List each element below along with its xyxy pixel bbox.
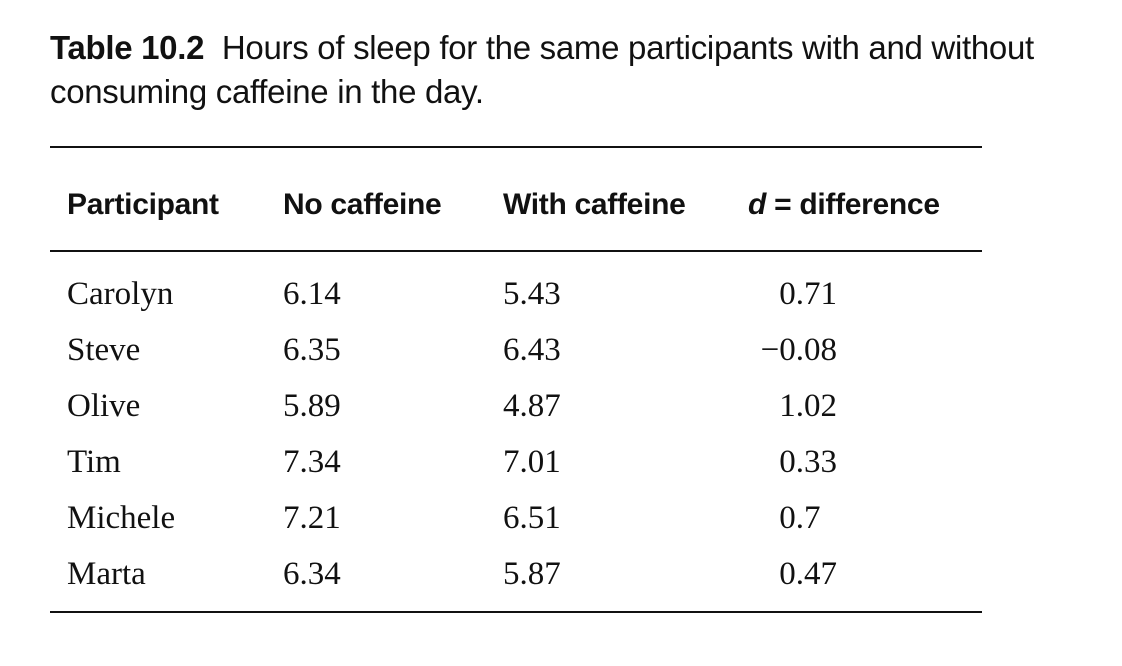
header-with-caffeine: With caffeine — [503, 188, 686, 221]
cell-difference: 0.7 — [779, 500, 837, 536]
cell-no-caffeine: 5.89 — [283, 388, 341, 424]
cell-difference: 0.33 — [779, 444, 837, 480]
table-row: Carolyn 6.14 5.43 0.71 — [0, 270, 1122, 326]
table-label: Table 10.2 — [50, 29, 205, 66]
cell-with-caffeine: 7.01 — [503, 444, 561, 480]
table-row: Olive 5.89 4.87 1.02 — [0, 382, 1122, 438]
header-difference-variable: d — [748, 188, 767, 221]
cell-difference: −0.08 — [760, 332, 837, 368]
cell-participant: Olive — [67, 388, 141, 424]
cell-with-caffeine: 4.87 — [503, 388, 561, 424]
header-difference: d = difference — [748, 183, 940, 227]
table-row: Tim 7.34 7.01 0.33 — [0, 438, 1122, 494]
table-caption: Table 10.2 Hours of sleep for the same p… — [50, 26, 1050, 114]
cell-participant: Michele — [67, 500, 176, 536]
table-row: Marta 6.34 5.87 0.47 — [0, 550, 1122, 606]
header-participant: Participant — [67, 188, 219, 221]
cell-no-caffeine: 6.14 — [283, 276, 341, 312]
table-header-rule — [50, 250, 982, 252]
cell-participant: Tim — [67, 444, 121, 480]
cell-with-caffeine: 5.43 — [503, 276, 561, 312]
table-bottom-rule — [50, 611, 982, 613]
cell-no-caffeine: 6.34 — [283, 556, 341, 592]
cell-with-caffeine: 6.51 — [503, 500, 561, 536]
table-top-rule — [50, 146, 982, 148]
table-caption-text: Hours of sleep for the same participants… — [50, 29, 1034, 110]
table-row: Michele 7.21 6.51 0.7 — [0, 494, 1122, 550]
cell-no-caffeine: 7.34 — [283, 444, 341, 480]
table-body: Carolyn 6.14 5.43 0.71 Steve 6.35 6.43 −… — [0, 270, 1122, 606]
cell-participant: Carolyn — [67, 276, 174, 312]
cell-with-caffeine: 5.87 — [503, 556, 561, 592]
table-row: Steve 6.35 6.43 −0.08 — [0, 326, 1122, 382]
cell-participant: Marta — [67, 556, 146, 592]
cell-difference: 1.02 — [779, 388, 837, 424]
header-no-caffeine: No caffeine — [283, 188, 442, 221]
header-difference-label: = difference — [766, 188, 940, 221]
cell-no-caffeine: 7.21 — [283, 500, 341, 536]
cell-with-caffeine: 6.43 — [503, 332, 561, 368]
cell-no-caffeine: 6.35 — [283, 332, 341, 368]
cell-participant: Steve — [67, 332, 141, 368]
cell-difference: 0.47 — [779, 556, 837, 592]
cell-difference: 0.71 — [779, 276, 837, 312]
